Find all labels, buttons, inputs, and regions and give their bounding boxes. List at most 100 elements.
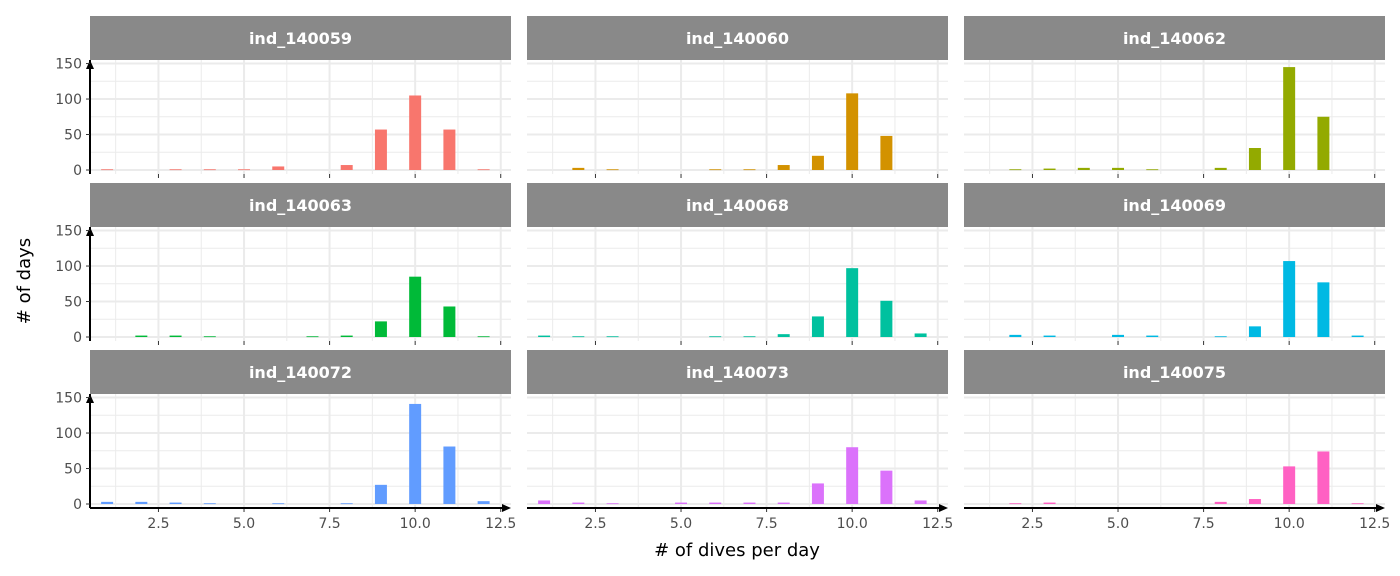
y-tick-label: 150 — [55, 57, 82, 73]
bar-ind_140068-x9 — [811, 316, 824, 337]
bar-ind_140072-x12 — [477, 501, 490, 504]
bar-ind_140072-x3 — [169, 502, 182, 504]
y-tick-label: 50 — [64, 462, 82, 478]
facet-panel-ind_140072: ind_140072 0 50 100 150 2.5 5.0 7.5 10.0 12.5 — [55, 350, 516, 532]
bar-ind_140059-x1 — [101, 169, 114, 171]
bar-ind_140068-x10 — [846, 268, 859, 337]
bar-ind_140059-x3 — [169, 169, 182, 171]
bar-ind_140073-x2 — [572, 502, 585, 504]
bar-ind_140073-x7 — [743, 502, 756, 504]
facet-strip-label: ind_140059 — [249, 29, 352, 48]
bar-ind_140062-x3 — [1043, 168, 1056, 170]
y-tick-label: 50 — [64, 295, 82, 311]
y-tick-label: 100 — [55, 92, 82, 108]
bar-ind_140073-x9 — [811, 483, 824, 504]
y-tick-label: 150 — [55, 391, 82, 407]
x-tick-label: 12.5 — [922, 516, 953, 532]
bar-ind_140072-x2 — [135, 501, 148, 504]
facet-strip — [527, 16, 948, 60]
y-tick-label: 100 — [55, 426, 82, 442]
bar-ind_140069-x2 — [1009, 334, 1022, 337]
x-tick-label: 2.5 — [1021, 516, 1043, 532]
x-tick-label: 10.0 — [400, 516, 431, 532]
bar-ind_140063-x7 — [306, 336, 319, 338]
facet-strip — [90, 16, 511, 60]
bar-ind_140073-x8 — [777, 502, 790, 504]
y-tick-label: 0 — [73, 330, 82, 346]
bar-ind_140072-x11 — [443, 446, 456, 504]
facet-panel-ind_140063: ind_140063 0 50 100 150 — [55, 183, 511, 346]
bar-ind_140072-x9 — [374, 484, 387, 504]
bar-ind_140062-x4 — [1077, 167, 1090, 170]
bar-ind_140062-x2 — [1009, 169, 1022, 171]
bar-ind_140068-x8 — [777, 334, 790, 337]
y-axis-arrow — [86, 60, 94, 69]
bar-ind_140069-x10 — [1283, 261, 1296, 337]
bar-ind_140060-x8 — [777, 165, 790, 170]
bar-ind_140063-x9 — [374, 321, 387, 337]
bar-ind_140059-x6 — [272, 166, 285, 170]
x-axis-arrow — [502, 504, 511, 512]
bar-ind_140060-x11 — [880, 135, 893, 170]
bar-ind_140069-x11 — [1317, 282, 1330, 337]
facet-strip — [964, 183, 1385, 227]
x-tick-label: 5.0 — [1107, 516, 1129, 532]
facet-panel-ind_140073: ind_140073 2.5 5.0 7.5 10.0 12.5 — [527, 350, 953, 532]
x-tick-label: 7.5 — [1192, 516, 1214, 532]
bar-ind_140063-x3 — [169, 335, 182, 337]
y-tick-label: 100 — [55, 259, 82, 275]
facet-strip — [964, 16, 1385, 60]
facet-strip-label: ind_140073 — [686, 363, 789, 382]
bar-ind_140075-x9 — [1248, 499, 1261, 504]
facet-panels: ind_140059 0 50 100 150 ind_140060 ind_140062i… — [55, 16, 1390, 532]
bar-ind_140072-x6 — [272, 503, 285, 505]
bar-ind_140059-x4 — [203, 169, 216, 171]
bar-ind_140059-x9 — [374, 129, 387, 170]
bar-ind_140068-x6 — [709, 336, 722, 338]
facet-strip-label: ind_140075 — [1123, 363, 1226, 382]
bar-ind_140062-x8 — [1214, 167, 1227, 170]
bar-ind_140073-x6 — [709, 502, 722, 504]
bar-ind_140068-x3 — [606, 336, 619, 338]
facet-panel-ind_140060: ind_140060 — [527, 16, 948, 178]
bar-ind_140069-x12 — [1351, 335, 1364, 337]
bar-ind_140062-x6 — [1146, 169, 1159, 171]
x-axis-arrow — [1376, 504, 1385, 512]
x-tick-label: 5.0 — [670, 516, 692, 532]
bar-ind_140060-x9 — [811, 155, 824, 170]
bar-ind_140059-x8 — [340, 165, 353, 170]
bar-ind_140063-x12 — [477, 336, 490, 338]
bar-ind_140062-x10 — [1283, 67, 1296, 170]
bar-ind_140060-x6 — [709, 169, 722, 171]
bar-ind_140063-x11 — [443, 306, 456, 337]
bar-ind_140063-x4 — [203, 336, 216, 338]
bar-ind_140068-x11 — [880, 300, 893, 337]
facet-strip-label: ind_140063 — [249, 196, 352, 215]
bar-ind_140062-x9 — [1248, 148, 1261, 170]
x-tick-label: 7.5 — [318, 516, 340, 532]
y-tick-label: 50 — [64, 128, 82, 144]
bar-ind_140068-x12 — [914, 333, 927, 337]
facet-strip-label: ind_140069 — [1123, 196, 1226, 215]
facet-strip-label: ind_140068 — [686, 196, 789, 215]
bar-ind_140073-x3 — [606, 503, 619, 505]
bar-ind_140073-x10 — [846, 447, 859, 504]
facet-strip — [527, 350, 948, 394]
x-tick-label: 5.0 — [233, 516, 255, 532]
bar-ind_140060-x10 — [846, 93, 859, 170]
bar-ind_140063-x10 — [409, 276, 422, 337]
bar-ind_140069-x5 — [1112, 334, 1125, 337]
bar-ind_140059-x12 — [477, 169, 490, 171]
bar-ind_140075-x2 — [1009, 503, 1022, 505]
facet-panel-ind_140059: ind_140059 0 50 100 150 — [55, 16, 511, 179]
bar-ind_140063-x8 — [340, 335, 353, 337]
bar-ind_140069-x6 — [1146, 335, 1159, 337]
facet-panel-ind_140062: ind_140062 — [964, 16, 1385, 178]
bar-ind_140072-x10 — [409, 403, 422, 504]
x-tick-label: 12.5 — [1359, 516, 1390, 532]
bar-ind_140060-x2 — [572, 167, 585, 170]
bar-ind_140073-x1 — [538, 500, 551, 504]
facet-strip — [964, 350, 1385, 394]
x-tick-label: 2.5 — [584, 516, 606, 532]
